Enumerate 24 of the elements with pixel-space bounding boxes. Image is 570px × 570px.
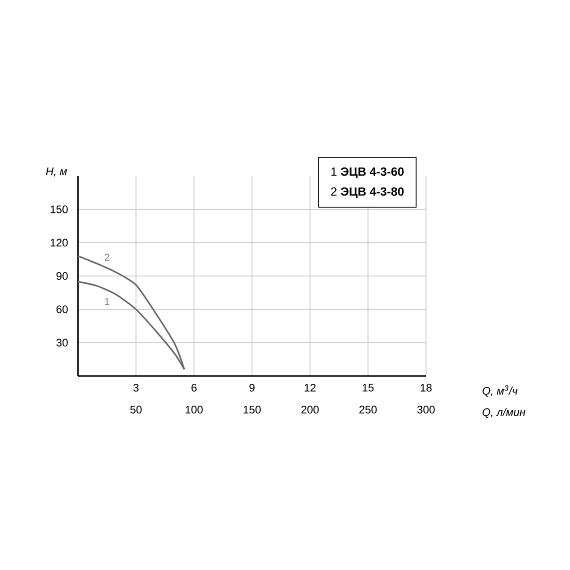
y-tick-label: 30 bbox=[56, 338, 68, 347]
x2-tick-label: 300 bbox=[417, 406, 435, 414]
annotation: 1 bbox=[104, 298, 110, 305]
annotation: 2 bbox=[104, 254, 110, 261]
y-tick-label: 150 bbox=[50, 205, 68, 214]
text: 1 ЭЦВ 4-3-60 bbox=[331, 167, 404, 178]
x2-tick-label: 250 bbox=[359, 406, 377, 414]
x2-tick-label: 50 bbox=[130, 406, 142, 414]
x-tick-label: 9 bbox=[249, 384, 255, 392]
y-tick-label: 60 bbox=[56, 305, 68, 314]
x-tick-label: 6 bbox=[192, 384, 197, 392]
x2-tick-label: 200 bbox=[301, 406, 319, 414]
y-axis-title: H, м bbox=[46, 168, 67, 176]
x2-tick-label: 150 bbox=[244, 406, 261, 414]
x-tick-label: 18 bbox=[420, 384, 432, 392]
x-axis-title: Q, м$^{3}$/ч bbox=[482, 385, 518, 397]
x-tick-label: 15 bbox=[362, 384, 374, 392]
y-tick-label: 120 bbox=[50, 238, 68, 247]
x2-axis-title: Q, л/мин bbox=[482, 408, 526, 418]
x-tick-label: 12 bbox=[304, 384, 316, 392]
text: 2 ЭЦВ 4-3-80 bbox=[331, 187, 404, 198]
x-tick-label: 3 bbox=[133, 384, 139, 392]
x2-tick-label: 100 bbox=[186, 406, 203, 414]
y-tick-label: 90 bbox=[56, 272, 68, 280]
